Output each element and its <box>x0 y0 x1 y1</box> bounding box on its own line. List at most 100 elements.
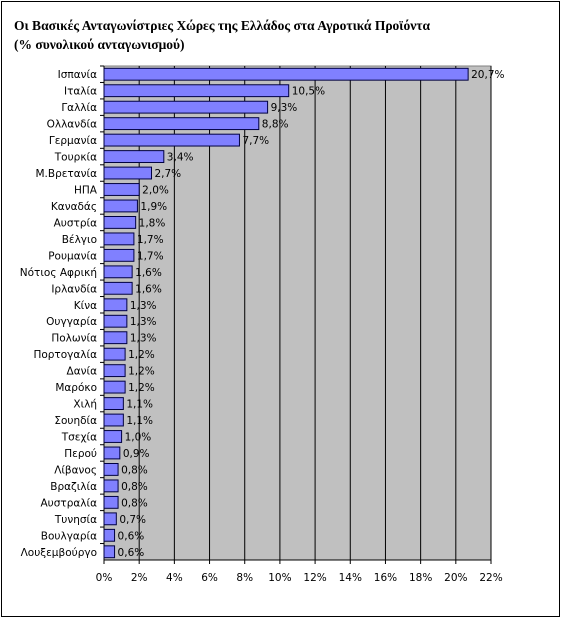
bar <box>103 545 116 559</box>
value-label: 1,9% <box>140 201 167 213</box>
x-tick-label: 0% <box>96 572 113 584</box>
bar <box>103 479 119 493</box>
y-tick-label: Νότιος Αφρική <box>20 267 97 279</box>
x-tick-label: 20% <box>444 572 467 584</box>
value-label: 0,8% <box>121 497 148 509</box>
y-tick-label: Τυνησία <box>54 514 97 526</box>
bar <box>103 528 116 542</box>
y-tick-label: Ρουμανία <box>48 250 97 262</box>
value-label: 0,8% <box>121 464 148 476</box>
y-tick-label: Μ.Βρετανία <box>35 168 97 180</box>
y-tick-label: Πορτογαλία <box>33 349 97 361</box>
bar <box>103 166 152 180</box>
y-tick-label: Καναδάς <box>51 201 97 213</box>
value-label: 7,7% <box>242 135 269 147</box>
bar <box>103 133 240 147</box>
value-label: 8,8% <box>262 119 289 131</box>
value-label: 1,3% <box>130 333 157 345</box>
y-tick-label: Κίνα <box>74 300 97 312</box>
y-tick-label: Αυστραλία <box>40 497 97 509</box>
value-label: 10,5% <box>292 86 325 98</box>
bar <box>103 512 117 526</box>
y-tick-label: Τουρκία <box>54 152 97 164</box>
bar <box>103 364 126 378</box>
value-label: 2,0% <box>142 185 169 197</box>
bar <box>103 495 119 509</box>
x-tick-label: 4% <box>166 572 183 584</box>
bar <box>103 446 121 460</box>
value-label: 1,6% <box>135 283 162 295</box>
y-tick-label: Βραζιλία <box>50 481 97 493</box>
value-label: 1,3% <box>130 316 157 328</box>
value-label: 0,7% <box>119 514 146 526</box>
y-tick-label: Τσεχία <box>61 432 97 444</box>
value-label: 0,8% <box>121 481 148 493</box>
value-label: 1,7% <box>137 234 164 246</box>
value-label: 2,7% <box>154 168 181 180</box>
x-tick-label: 6% <box>201 572 218 584</box>
y-tick-label: Ουγγαρία <box>46 316 97 328</box>
plot-area <box>103 65 492 561</box>
bar <box>103 84 290 98</box>
value-label: 20,7% <box>471 69 504 81</box>
x-tick-label: 22% <box>479 572 502 584</box>
bar <box>103 199 138 213</box>
value-label: 0,9% <box>123 448 150 460</box>
bar <box>103 463 119 476</box>
value-label: 1,7% <box>137 250 164 262</box>
value-label: 0,6% <box>118 547 145 559</box>
y-tick-label: Ισπανία <box>58 69 97 81</box>
y-tick-label: Δανία <box>67 366 98 378</box>
x-tick-label: 14% <box>339 572 362 584</box>
bar <box>103 248 135 262</box>
value-label: 1,2% <box>128 349 155 361</box>
value-label: 1,1% <box>126 415 153 427</box>
y-tick-label: Ολλανδία <box>47 119 97 131</box>
chart-subtitle: (% συνολικού ανταγωνισμού) <box>14 37 185 52</box>
y-tick-label: Χιλή <box>73 399 97 411</box>
x-tick-label: 10% <box>268 572 291 584</box>
y-tick-label: Ιταλία <box>64 86 97 98</box>
value-label: 1,1% <box>126 399 153 411</box>
bar <box>103 331 128 345</box>
chart-title: Οι Βασικές Ανταγωνίστριες Χώρες της Ελλά… <box>14 18 430 33</box>
x-tick-label: 2% <box>131 572 148 584</box>
bar <box>103 380 126 394</box>
y-tick-label: ΗΠΑ <box>74 185 98 197</box>
y-tick-label: Βουλγαρία <box>41 530 97 542</box>
x-tick-label: 8% <box>236 572 253 584</box>
bar <box>103 183 140 196</box>
bar <box>103 232 135 246</box>
y-tick-label: Βέλγιο <box>62 234 97 246</box>
value-label: 1,8% <box>139 217 166 229</box>
value-label: 0,6% <box>118 530 145 542</box>
bar <box>103 430 123 443</box>
bar <box>103 298 128 312</box>
y-tick-label: Λουξεμβούργο <box>21 547 97 559</box>
value-label: 1,2% <box>128 382 155 394</box>
value-label: 1,0% <box>125 432 152 444</box>
x-tick-label: 18% <box>409 572 432 584</box>
value-label: 1,6% <box>135 267 162 279</box>
value-label: 1,2% <box>128 366 155 378</box>
bar <box>103 314 128 328</box>
bar <box>103 397 124 410</box>
bar <box>103 67 469 81</box>
bar <box>103 100 269 114</box>
y-tick-label: Πολωνία <box>51 333 97 345</box>
y-tick-label: Λίβανος <box>54 464 97 476</box>
bar <box>103 281 133 295</box>
value-label: 3,4% <box>167 152 194 164</box>
y-tick-label: Μαρόκο <box>55 382 97 394</box>
y-tick-label: Ιρλανδία <box>51 283 97 295</box>
y-tick-label: Γαλλία <box>61 102 97 114</box>
y-tick-label: Περού <box>64 448 97 460</box>
x-tick-label: 12% <box>303 572 326 584</box>
bar <box>103 117 260 131</box>
bar <box>103 150 165 163</box>
y-tick-label: Γερμανία <box>49 135 97 147</box>
x-tick-label: 16% <box>374 572 397 584</box>
value-label: 9,3% <box>271 102 298 114</box>
